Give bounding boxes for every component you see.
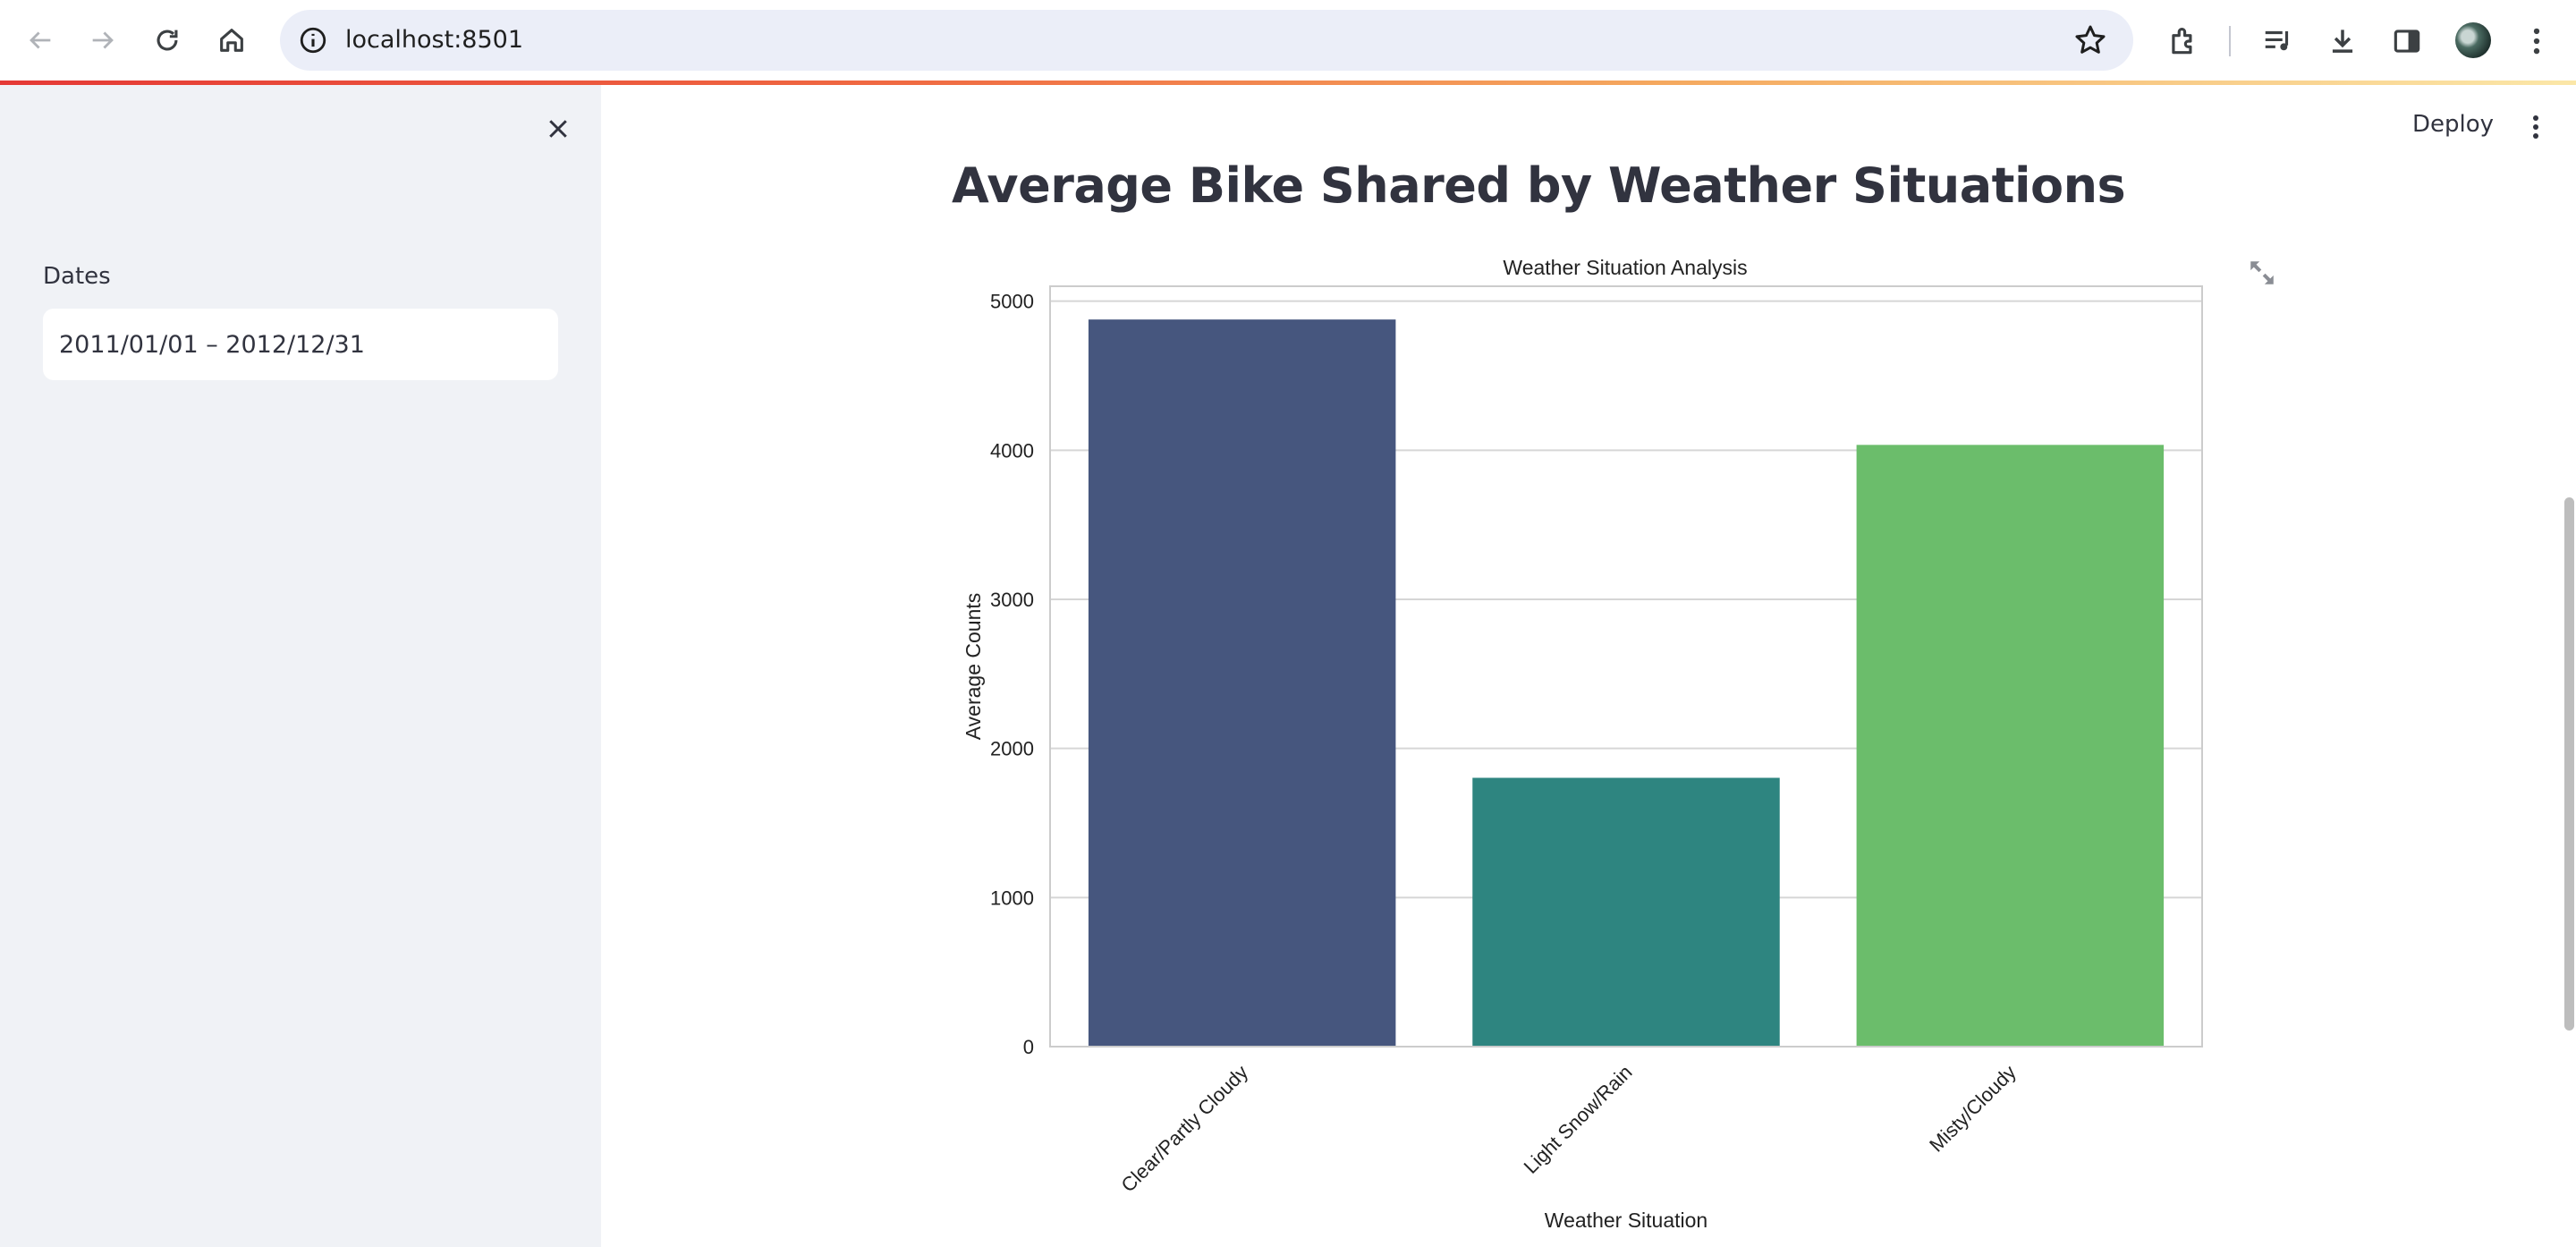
bar-misty-cloudy [1856,445,2165,1047]
home-icon[interactable] [211,20,252,61]
sidebar [0,85,601,1247]
chart-bars [1088,319,2165,1048]
site-info-icon[interactable] [298,25,328,55]
x-axis-label: Weather Situation [1545,1209,1707,1230]
close-sidebar-button[interactable] [540,111,576,147]
date-range-input[interactable]: 2011/01/01 – 2012/12/31 [43,309,558,380]
reload-icon[interactable] [147,20,188,61]
toolbar-divider [2229,26,2231,56]
y-tick-labels: 0 1000 2000 3000 4000 5000 [990,291,1034,1058]
browser-toolbar: localhost:8501 [0,0,2576,81]
plot-frame [1049,285,2203,1048]
y-tick-label: 4000 [990,439,1034,462]
x-tick-label: Clear/Partly Cloudy [1117,1061,1253,1197]
bookmark-star-icon[interactable] [2072,22,2108,58]
y-tick-label: 3000 [990,589,1034,611]
x-tick-labels: Clear/Partly Cloudy Light Snow/Rain Misty/… [1117,1061,2021,1197]
app-running-indicator [0,81,2576,85]
y-tick-label: 5000 [990,291,1034,313]
weather-bar-chart: Weather Situation Analysis 0 1000 2000 3000… [962,256,2203,1230]
scrollbar-thumb[interactable] [2564,497,2574,1031]
side-panel-icon[interactable] [2387,21,2427,61]
back-icon[interactable] [20,20,61,61]
forward-icon[interactable] [82,20,123,61]
url-text[interactable]: localhost:8501 [345,26,524,54]
extensions-icon[interactable] [2164,21,2203,61]
main-menu-button[interactable] [2522,109,2549,145]
page-title: Average Bike Shared by Weather Situation… [952,157,2126,214]
y-tick-label: 2000 [990,738,1034,760]
x-tick-label: Light Snow/Rain [1520,1061,1637,1178]
media-icon[interactable] [2258,21,2298,61]
close-icon [549,120,567,138]
chart-title: Weather Situation Analysis [1503,256,1747,279]
deploy-button[interactable]: Deploy [2412,111,2495,138]
y-axis-label: Average Counts [962,593,985,741]
kebab-menu-icon [2533,115,2538,139]
bar-clear-partly-cloudy [1088,319,1396,1048]
profile-avatar[interactable] [2455,22,2491,58]
y-tick-label: 0 [1023,1036,1034,1058]
fullscreen-icon[interactable] [2247,258,2277,288]
browser-menu-icon[interactable] [2517,21,2556,61]
address-bar[interactable]: localhost:8501 [280,10,2133,71]
bar-light-snow-rain [1472,777,1780,1047]
dates-label: Dates [43,263,111,290]
x-tick-label: Misty/Cloudy [1925,1061,2021,1157]
downloads-icon[interactable] [2323,21,2362,61]
y-tick-label: 1000 [990,886,1034,909]
